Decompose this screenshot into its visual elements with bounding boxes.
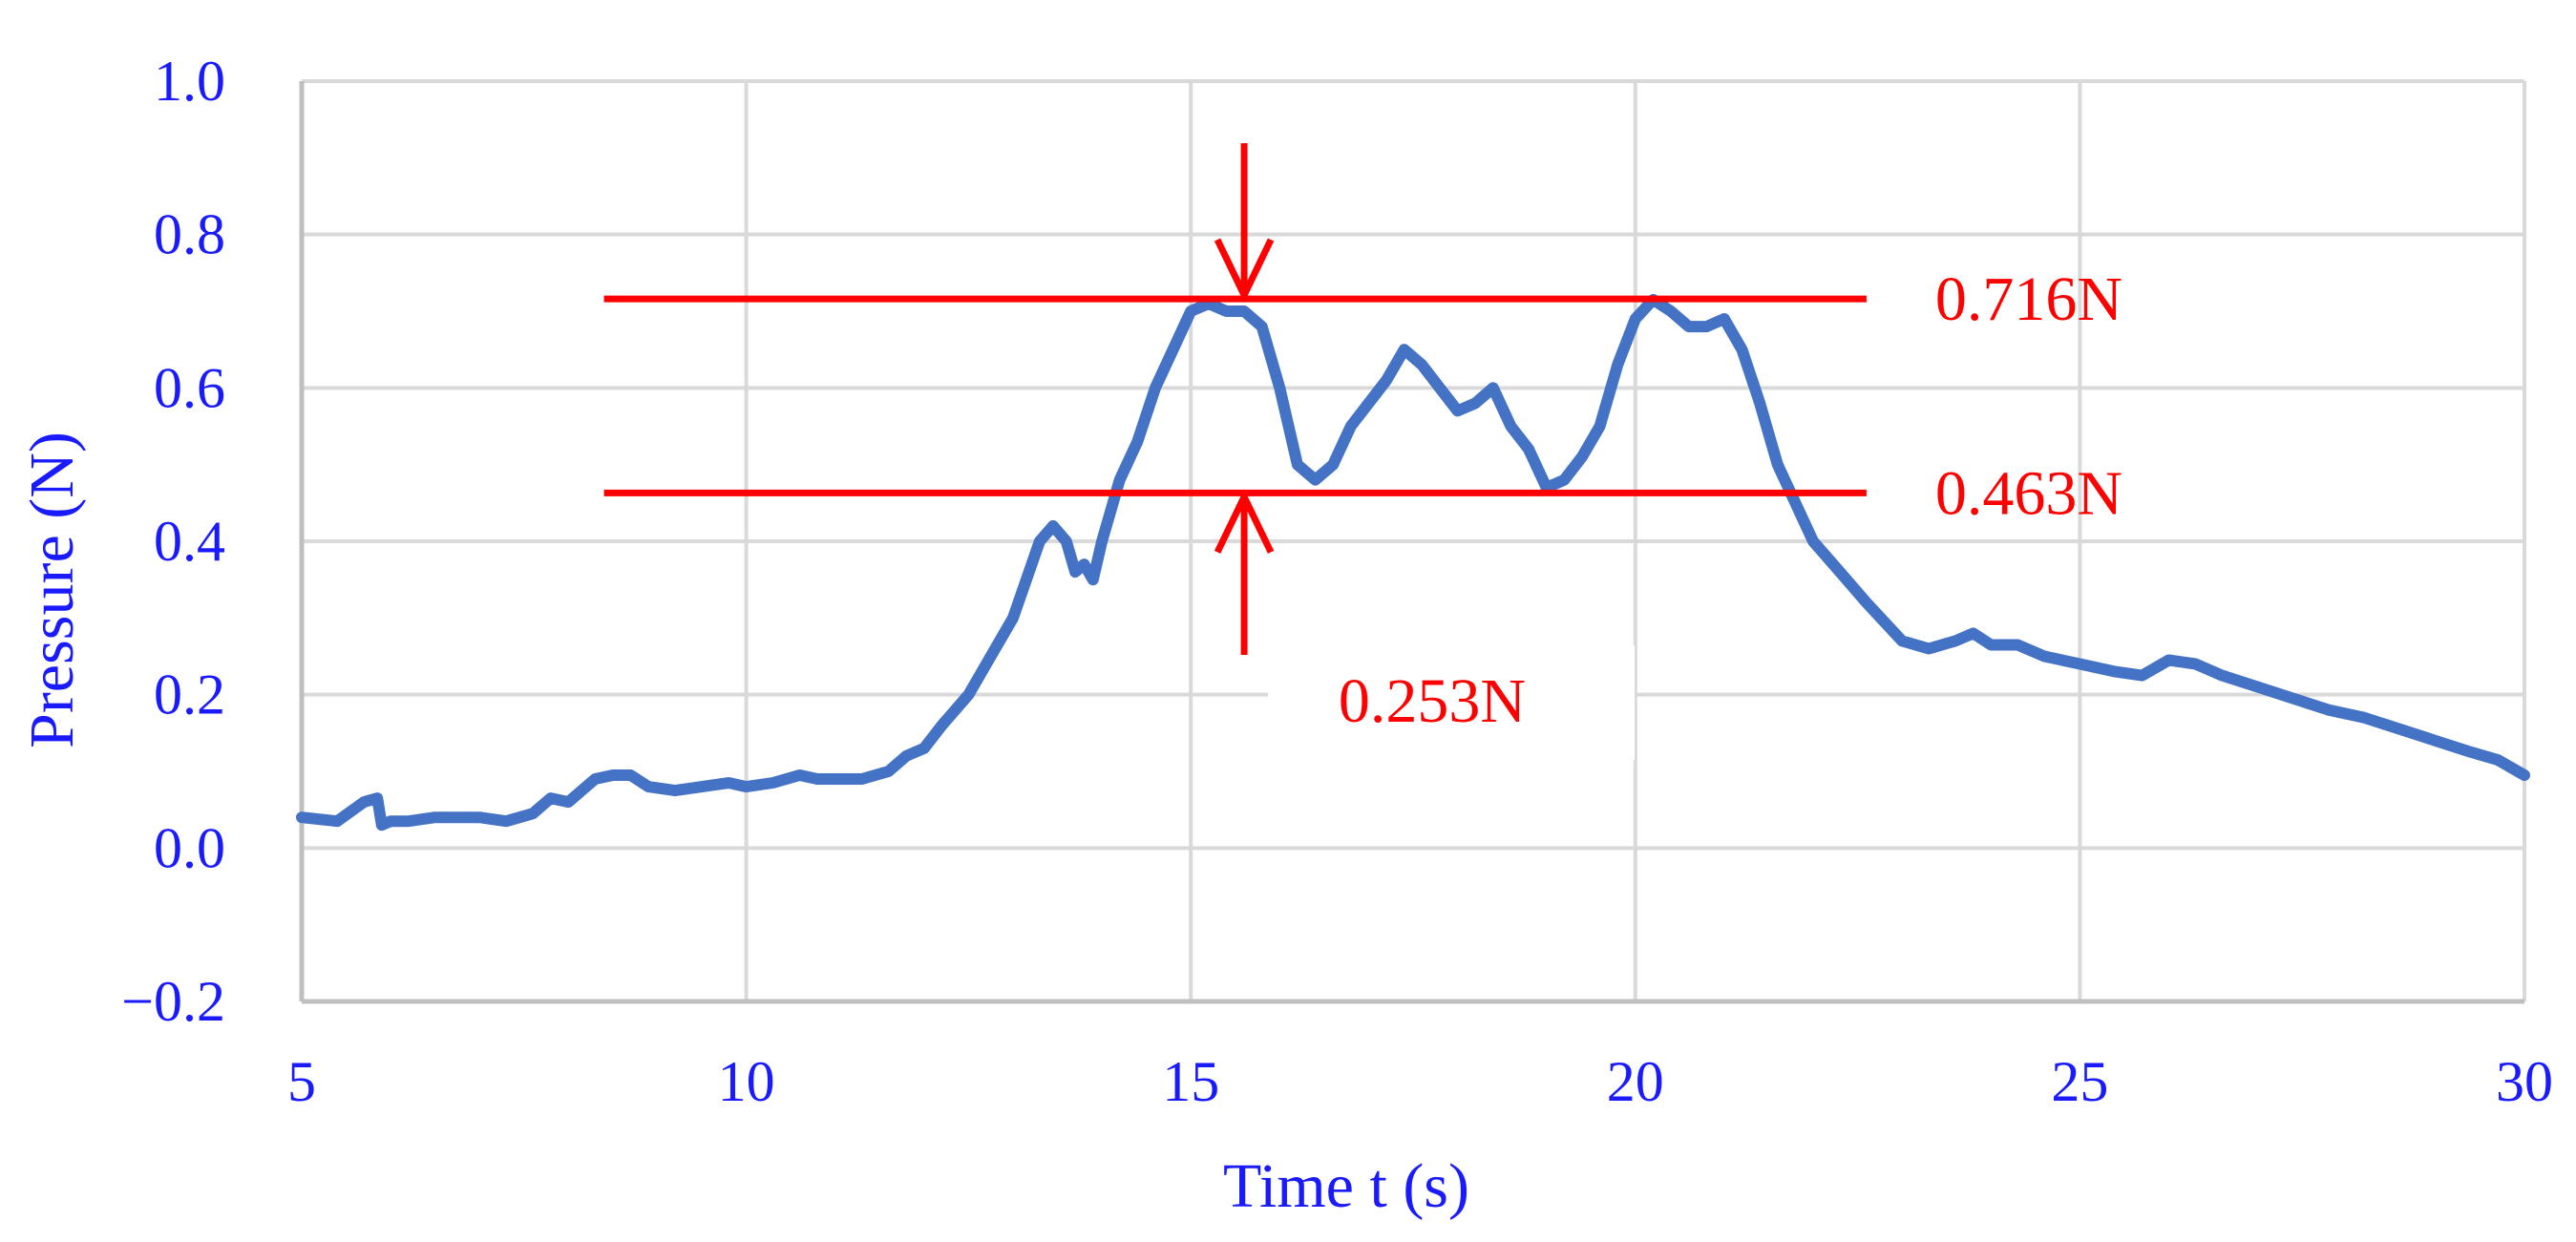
- difference-label: 0.253N: [1339, 666, 1526, 736]
- x-tick-label: 30: [2496, 1050, 2553, 1113]
- y-tick-label: 0.0: [154, 816, 225, 879]
- x-tick-label: 10: [718, 1050, 775, 1113]
- x-tick-label: 5: [287, 1050, 316, 1113]
- difference-label-background: [1268, 645, 1635, 760]
- up-arrow-head: [1214, 489, 1275, 554]
- axis-layer: [299, 81, 2524, 1004]
- y-axis-title: Pressure (N): [17, 432, 87, 748]
- y-tick-label: −0.2: [121, 970, 225, 1033]
- pressure-series-line: [296, 293, 2530, 832]
- grid-layer: [302, 79, 2526, 1001]
- down-arrow-head: [1214, 238, 1275, 304]
- y-tick-label: 1.0: [154, 50, 225, 113]
- x-tick-label: 25: [2051, 1050, 2108, 1113]
- x-tick-label: 20: [1607, 1050, 1664, 1113]
- y-tick-label: 0.2: [154, 663, 225, 726]
- y-tick-label: 0.6: [154, 356, 225, 419]
- y-tick-label: 0.8: [154, 203, 225, 266]
- reference-line-label: 0.716N: [1935, 264, 2122, 334]
- y-tick-label: 0.4: [154, 510, 225, 573]
- x-axis-title: Time t (s): [1223, 1151, 1469, 1221]
- annotation-layer: 0.716N 0.463N 0.253N: [603, 143, 2122, 760]
- x-tick-label: 15: [1162, 1050, 1219, 1113]
- tick-label-layer: −0.2 0.0 0.2 0.4 0.6 0.8 1.0 5 10 15 20 25 30: [121, 50, 2553, 1113]
- reference-line-label: 0.463N: [1935, 458, 2122, 528]
- series-layer: [296, 293, 2530, 832]
